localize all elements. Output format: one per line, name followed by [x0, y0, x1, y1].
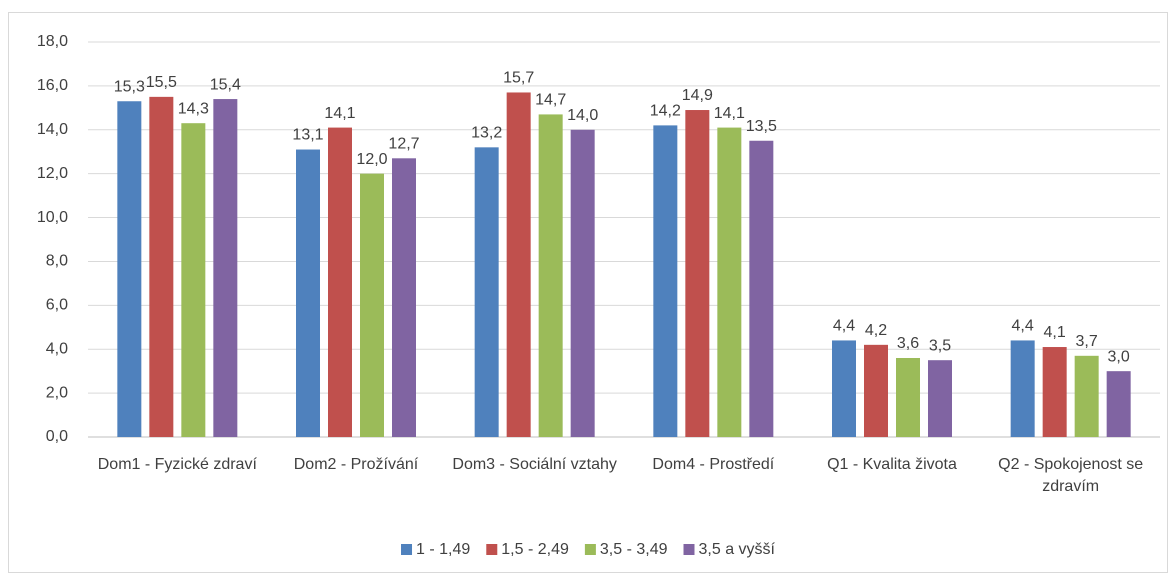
- bar: [717, 127, 742, 437]
- bar: [538, 114, 563, 438]
- x-tick-label: Q1 - Kvalita života: [827, 456, 957, 473]
- bar: [213, 99, 238, 438]
- y-tick-label: 8,0: [46, 253, 68, 270]
- bar: [1010, 340, 1035, 437]
- data-label: 12,0: [356, 151, 387, 168]
- y-tick-label: 10,0: [37, 209, 68, 226]
- bar: [832, 340, 856, 437]
- y-tick-label: 12,0: [37, 165, 68, 182]
- bar: [570, 129, 595, 437]
- legend-label: 3,5 a vyšší: [699, 541, 776, 558]
- legend-label: 1,5 - 2,49: [501, 541, 569, 558]
- bar: [1074, 355, 1099, 437]
- bar: [653, 125, 678, 437]
- legend-swatch: [683, 544, 695, 555]
- legend-swatch: [401, 544, 413, 555]
- data-label: 3,0: [1108, 348, 1130, 365]
- x-tick-label: Dom4 - Prostředí: [652, 456, 775, 473]
- bar: [181, 123, 206, 437]
- data-label: 4,4: [833, 318, 855, 335]
- data-label: 14,1: [324, 105, 355, 122]
- data-label: 3,7: [1076, 333, 1098, 350]
- bar: [896, 358, 920, 437]
- data-label: 14,1: [714, 105, 745, 122]
- bar: [749, 140, 774, 437]
- data-label: 13,5: [746, 118, 777, 135]
- y-tick-label: 4,0: [46, 340, 68, 357]
- x-tick-label: Dom1 - Fyzické zdraví: [97, 456, 257, 473]
- data-label: 3,6: [897, 335, 919, 352]
- data-label: 14,0: [567, 107, 598, 124]
- bar: [685, 110, 710, 438]
- x-tick-label: Q2 - Spokojenost se zdravím: [998, 456, 1144, 495]
- data-label: 3,5: [929, 337, 951, 354]
- y-tick-label: 0,0: [46, 428, 68, 445]
- bar: [328, 127, 352, 437]
- x-tick-label: Dom2 - Prožívání: [293, 456, 419, 473]
- data-label: 15,3: [114, 78, 145, 95]
- bar: [296, 149, 320, 437]
- data-label: 14,2: [650, 103, 681, 120]
- y-tick-label: 14,0: [37, 121, 68, 138]
- bar: [1106, 371, 1131, 437]
- y-tick-label: 6,0: [46, 297, 68, 314]
- data-label: 15,5: [146, 74, 177, 91]
- bar: [392, 158, 416, 438]
- data-label: 14,9: [682, 87, 713, 104]
- legend-swatch: [486, 544, 498, 555]
- data-label: 13,1: [292, 127, 323, 144]
- data-label: 4,4: [1012, 318, 1034, 335]
- bar: [117, 101, 142, 437]
- legend-label: 3,5 - 3,49: [600, 541, 668, 558]
- data-label: 14,3: [178, 100, 209, 117]
- data-label: 14,7: [535, 92, 566, 109]
- bar: [360, 173, 384, 437]
- bar: [864, 344, 888, 437]
- data-label: 4,2: [865, 322, 887, 339]
- bar: [149, 96, 174, 437]
- x-tick-label: Dom3 - Sociální vztahy: [452, 456, 617, 473]
- bar: [506, 92, 531, 437]
- data-label: 12,7: [388, 136, 419, 153]
- data-label: 13,2: [471, 125, 502, 142]
- y-tick-label: 2,0: [46, 384, 68, 401]
- bar: [474, 147, 499, 438]
- data-label: 4,1: [1044, 324, 1066, 341]
- legend-swatch: [584, 544, 596, 555]
- legend-label: 1 - 1,49: [416, 541, 470, 558]
- data-label: 15,4: [210, 76, 241, 93]
- bar: [928, 360, 952, 437]
- data-label: 15,7: [503, 70, 534, 87]
- bar: [1042, 347, 1067, 437]
- y-tick-label: 18,0: [37, 33, 68, 50]
- y-tick-label: 16,0: [37, 77, 68, 94]
